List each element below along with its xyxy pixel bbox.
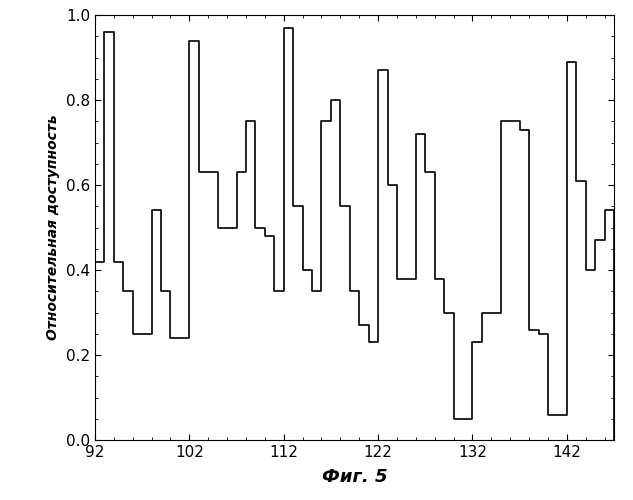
X-axis label: Фиг. 5: Фиг. 5 [322, 468, 387, 486]
Y-axis label: Относительная доступность: Относительная доступность [46, 114, 60, 340]
